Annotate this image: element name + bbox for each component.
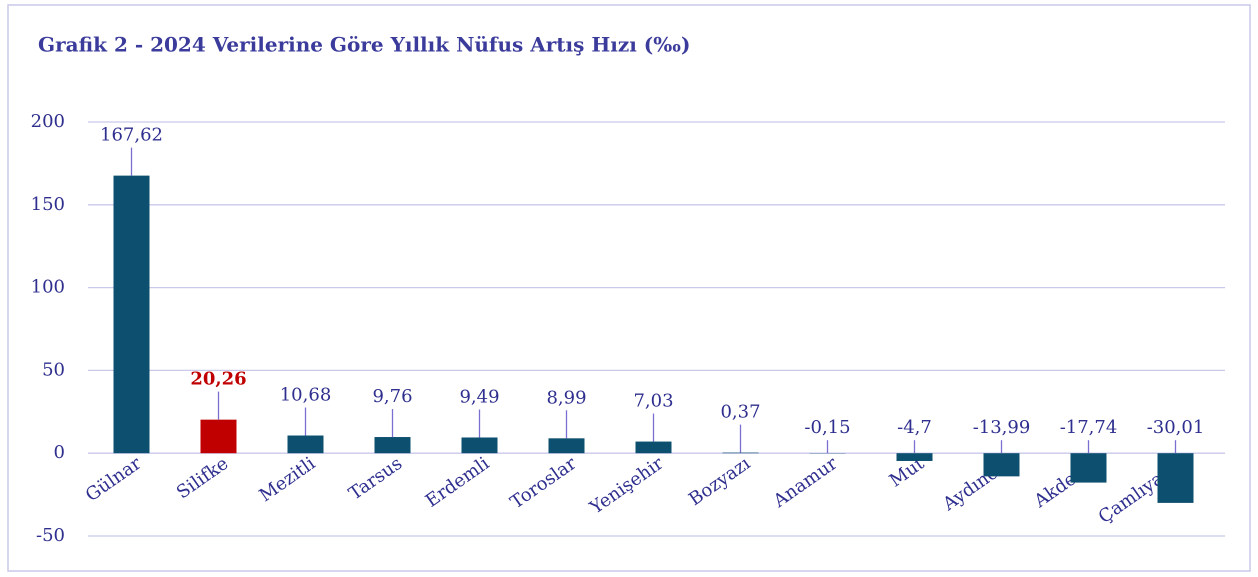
data-label: 7,03 <box>633 391 673 412</box>
data-label: -4,7 <box>897 417 932 438</box>
bar <box>548 438 585 454</box>
bar <box>983 453 1020 477</box>
y-tick-label: 150 <box>31 194 65 215</box>
y-tick-label: 200 <box>31 111 65 132</box>
y-tick-label: 0 <box>54 442 65 463</box>
y-tick-label: 50 <box>42 359 65 380</box>
chart-title: Grafik 2 - 2024 Verilerine Göre Yıllık N… <box>38 33 690 57</box>
bar <box>200 419 237 454</box>
data-label: -0,15 <box>804 417 850 438</box>
data-label: -17,74 <box>1060 417 1118 438</box>
data-label: 20,26 <box>190 369 246 390</box>
bar <box>113 175 150 454</box>
data-label: 8,99 <box>546 387 586 408</box>
data-label: -30,01 <box>1147 417 1205 438</box>
data-label: 167,62 <box>100 125 163 146</box>
bar <box>896 453 933 461</box>
y-tick-label: -50 <box>36 525 65 546</box>
y-tick-label: 100 <box>31 277 65 298</box>
data-label: 9,49 <box>459 386 499 407</box>
bar <box>461 437 498 454</box>
data-label: 10,68 <box>280 385 332 406</box>
data-label: 9,76 <box>372 386 412 407</box>
bar <box>722 452 759 454</box>
data-label: 0,37 <box>720 402 760 423</box>
data-label: -13,99 <box>973 417 1031 438</box>
bar <box>1070 453 1107 483</box>
bar <box>287 435 324 454</box>
bar <box>374 437 411 454</box>
bar <box>1157 453 1194 503</box>
bar <box>635 441 672 454</box>
